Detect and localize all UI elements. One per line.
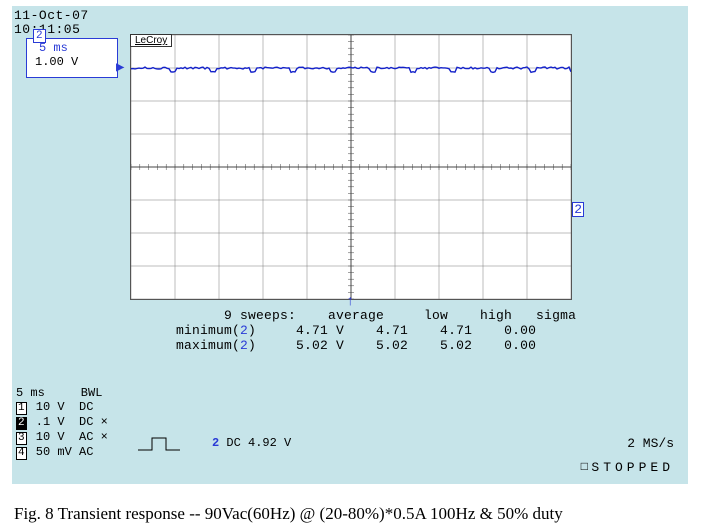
capture-time: 10:11:05 (14, 22, 80, 37)
scope-svg (131, 35, 571, 299)
sample-rate: 2 MS/s (627, 436, 674, 451)
caption-prefix: Fig. 8 Transient response -- 90Vac(60Hz)… (14, 504, 426, 523)
channel-badge: 2 (33, 29, 46, 43)
oscilloscope-grid: LeCroy (130, 34, 572, 300)
timebase-value: 5 ms (39, 41, 113, 55)
trigger-edge-icon (138, 434, 180, 454)
channel-settings: 5 ms BWL 1 10 V DC 2 .1 V DC × 3 10 V AC… (16, 386, 682, 460)
brand-label: LeCroy (130, 34, 172, 47)
trigger-readout: 2 DC 4.92 V (212, 436, 291, 450)
volts-per-div: 1.00 V (35, 55, 113, 69)
channel-info-box: 2 5 ms 1.00 V (26, 38, 118, 78)
measurement-table: 9 sweeps: average low high sigma minimum… (152, 308, 576, 353)
scope-panel: 11-Oct-07 10:11:05 2 5 ms 1.00 V ▶ LeCro… (12, 6, 688, 484)
ch2-left-marker-icon: ▶ (116, 59, 124, 76)
figure-caption: Fig. 8 Transient response -- 90Vac(60Hz)… (14, 504, 563, 524)
capture-date: 11-Oct-07 (14, 8, 89, 23)
caption-suffix: 100Hz & 50% duty (430, 504, 563, 523)
ch2-right-marker: 2 (572, 202, 584, 217)
stop-glyph-icon: □ (581, 460, 588, 474)
run-state: STOPPED (591, 460, 674, 475)
